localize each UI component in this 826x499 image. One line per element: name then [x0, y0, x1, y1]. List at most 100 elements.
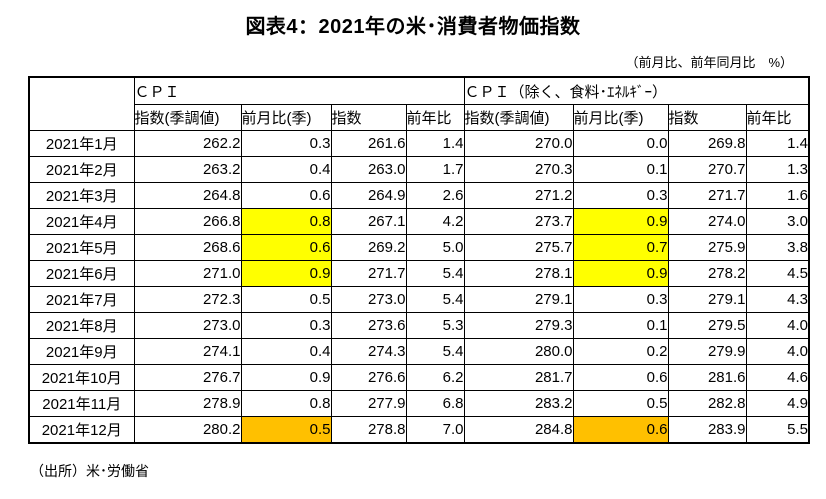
value-cell: 280.2: [133, 416, 242, 444]
value-cell: 273.0: [330, 286, 407, 313]
value-cell: 275.9: [667, 234, 747, 261]
value-cell: 271.0: [133, 260, 242, 287]
value-cell: 1.4: [405, 130, 465, 157]
value-cell: 0.0: [572, 130, 669, 157]
value-cell: 281.6: [667, 364, 747, 391]
value-cell: 278.9: [133, 390, 242, 417]
figure-title: 図表4：2021年の米･消費者物価指数: [245, 16, 581, 38]
table-row: 2021年6月 271.0 0.9 271.7 5.4 278.1 0.9 278.2 4.5: [28, 260, 810, 287]
value-cell: 4.5: [745, 260, 810, 287]
value-cell: 283.9: [667, 416, 747, 444]
table-row: 2021年9月 274.1 0.4 274.3 5.4 280.0 0.2 279.9 4.0: [28, 338, 810, 365]
value-cell: 5.4: [405, 286, 465, 313]
value-cell: 270.3: [463, 156, 574, 183]
month-cell: 2021年10月: [28, 364, 135, 391]
value-cell: 0.6: [240, 182, 332, 209]
month-cell: 2021年7月: [28, 286, 135, 313]
table-row: 2021年7月 272.3 0.5 273.0 5.4 279.1 0.3 279.1 4.3: [28, 286, 810, 313]
month-cell: 2021年8月: [28, 312, 135, 339]
month-cell: 2021年9月: [28, 338, 135, 365]
table-row: 2021年11月 278.9 0.8 277.9 6.8 283.2 0.5 282.8 4.9: [28, 390, 810, 417]
value-cell: 0.1: [572, 156, 669, 183]
month-cell: 2021年6月: [28, 260, 135, 287]
col-header-yoy-core: 前年比: [745, 104, 810, 131]
value-cell: 283.2: [463, 390, 574, 417]
value-cell: 5.5: [745, 416, 810, 444]
value-cell: 1.7: [405, 156, 465, 183]
value-cell: 271.7: [330, 260, 407, 287]
month-cell: 2021年1月: [28, 130, 135, 157]
value-cell: 0.2: [572, 338, 669, 365]
value-cell: 0.3: [240, 130, 332, 157]
table-row: 2021年4月 266.8 0.8 267.1 4.2 273.7 0.9 274.0 3.0: [28, 208, 810, 235]
value-cell: 275.7: [463, 234, 574, 261]
table-row: 2021年8月 273.0 0.3 273.6 5.3 279.3 0.1 279.5 4.0: [28, 312, 810, 339]
value-cell: 0.5: [572, 390, 669, 417]
value-cell: 1.4: [745, 130, 810, 157]
value-cell: 263.2: [133, 156, 242, 183]
value-cell: 3.8: [745, 234, 810, 261]
value-cell: 271.2: [463, 182, 574, 209]
month-cell: 2021年11月: [28, 390, 135, 417]
table-row: 2021年5月 268.6 0.6 269.2 5.0 275.7 0.7 275.9 3.8: [28, 234, 810, 261]
value-cell: 266.8: [133, 208, 242, 235]
value-cell: 279.1: [667, 286, 747, 313]
value-cell: 0.5: [240, 286, 332, 313]
value-cell: 5.4: [405, 260, 465, 287]
value-cell: 4.2: [405, 208, 465, 235]
value-cell: 273.0: [133, 312, 242, 339]
source-note: （出所）米･労働省: [30, 463, 149, 479]
value-cell-highlighted: 0.5: [240, 416, 332, 444]
sub-header-row: 指数(季調値) 前月比(季) 指数 前年比 指数(季調値) 前月比(季) 指数 …: [29, 104, 810, 131]
cpi-table: ＣＰＩ ＣＰＩ（除く、食料･ｴﾈﾙｷﾞｰ） 指数(季調値) 前月比(季) 指数 …: [28, 76, 810, 444]
value-cell: 1.6: [745, 182, 810, 209]
value-cell: 274.1: [133, 338, 242, 365]
value-cell: 273.6: [330, 312, 407, 339]
value-cell: 0.6: [572, 364, 669, 391]
value-cell: 0.8: [240, 390, 332, 417]
value-cell: 264.8: [133, 182, 242, 209]
value-cell: 0.4: [240, 338, 332, 365]
value-cell-highlighted: 0.6: [572, 416, 669, 444]
value-cell: 264.9: [330, 182, 407, 209]
value-cell: 270.7: [667, 156, 747, 183]
col-header-mom-core: 前月比(季): [572, 104, 669, 131]
value-cell: 263.0: [330, 156, 407, 183]
value-cell: 4.9: [745, 390, 810, 417]
value-cell: 0.3: [240, 312, 332, 339]
value-cell-highlighted: 0.6: [240, 234, 332, 261]
value-cell: 1.3: [745, 156, 810, 183]
value-cell: 274.0: [667, 208, 747, 235]
value-cell: 6.2: [405, 364, 465, 391]
value-cell: 0.1: [572, 312, 669, 339]
value-cell: 5.3: [405, 312, 465, 339]
col-header-index-sa: 指数(季調値): [133, 104, 242, 131]
value-cell: 278.8: [330, 416, 407, 444]
value-cell: 280.0: [463, 338, 574, 365]
value-cell: 6.8: [405, 390, 465, 417]
value-cell: 4.6: [745, 364, 810, 391]
group-header-core-cpi: ＣＰＩ（除く、食料･ｴﾈﾙｷﾞｰ）: [463, 76, 810, 105]
value-cell: 276.7: [133, 364, 242, 391]
table-row: 2021年3月 264.8 0.6 264.9 2.6 271.2 0.3 271.7 1.6: [28, 182, 810, 209]
value-cell: 276.6: [330, 364, 407, 391]
col-header-yoy: 前年比: [405, 104, 465, 131]
value-cell: 279.1: [463, 286, 574, 313]
value-cell: 281.7: [463, 364, 574, 391]
value-cell-highlighted: 0.8: [240, 208, 332, 235]
unit-note: （前月比、前年同月比 %）: [625, 55, 793, 70]
value-cell: 278.1: [463, 260, 574, 287]
value-cell: 278.2: [667, 260, 747, 287]
value-cell: 0.3: [572, 286, 669, 313]
month-cell: 2021年5月: [28, 234, 135, 261]
value-cell: 272.3: [133, 286, 242, 313]
value-cell: 279.3: [463, 312, 574, 339]
group-header-row: ＣＰＩ ＣＰＩ（除く、食料･ｴﾈﾙｷﾞｰ）: [28, 76, 810, 131]
value-cell: 267.1: [330, 208, 407, 235]
value-cell: 269.2: [330, 234, 407, 261]
month-cell: 2021年3月: [28, 182, 135, 209]
value-cell: 273.7: [463, 208, 574, 235]
table-row: 2021年12月 280.2 0.5 278.8 7.0 284.8 0.6 283.9 5.5: [28, 416, 810, 444]
value-cell: 279.9: [667, 338, 747, 365]
